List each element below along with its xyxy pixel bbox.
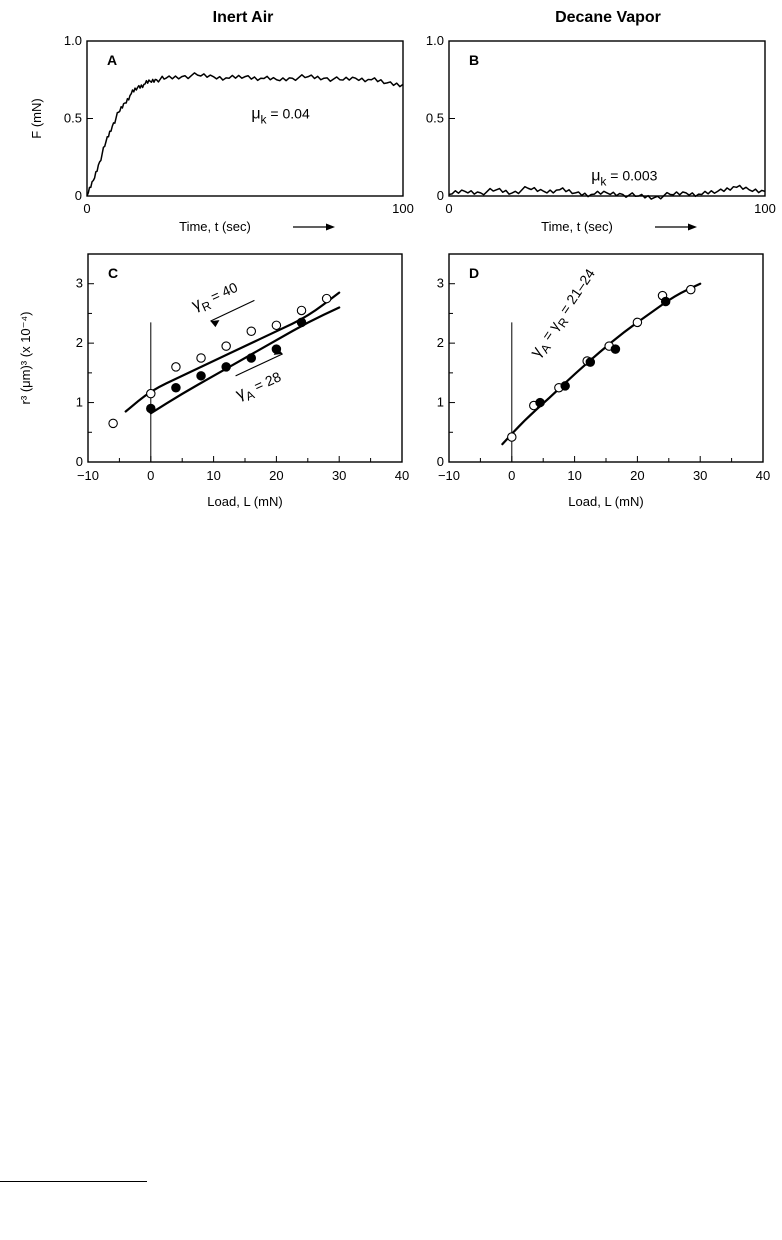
data-point-open: [271, 320, 282, 331]
y-tick-label: 0: [437, 188, 444, 203]
y-tick-label: 3: [437, 276, 444, 291]
data-point-filled: [296, 317, 307, 328]
data-point-filled: [560, 381, 570, 391]
data-point-filled: [221, 362, 231, 372]
footnote-rule: [0, 1181, 147, 1182]
x-tick-label: 30: [332, 468, 346, 483]
gamma-a-equals-gamma-r-annotation: γA = γR = 21–24: [527, 266, 602, 363]
y-tick-label: 1.0: [426, 33, 444, 48]
mu-subscript: k: [261, 113, 268, 127]
y-tick-label: 1: [437, 395, 444, 410]
y-axis-label: r³ (μm)³ (x 10⁻⁴): [18, 312, 33, 405]
fit-curve: [501, 282, 702, 446]
gamma-value: = 40: [205, 279, 241, 307]
x-tick-label: −10: [438, 468, 460, 483]
gamma-r-annotation: γR = 40: [189, 279, 242, 318]
x-axis-label: Time, t (sec): [541, 219, 613, 234]
y-tick-label: 3: [76, 276, 83, 291]
data-point-open: [146, 388, 156, 399]
data-point-open: [321, 293, 332, 304]
fit-curve: [124, 291, 341, 413]
data-point-filled: [585, 357, 596, 367]
data-point-filled: [535, 397, 545, 408]
x-tick-label: 0: [508, 468, 515, 483]
data-point-open: [171, 362, 181, 372]
gamma-value: = 28: [248, 368, 284, 396]
figure: Inert Air Decane Vapor A00.51.00 100Time,…: [18, 9, 776, 509]
x-tick-label: 40: [395, 468, 409, 483]
x-tick-label: 100: [754, 201, 776, 216]
y-tick-label: 2: [437, 335, 444, 350]
x-tick-label: 0: [445, 201, 452, 216]
approach-arrow-head: [273, 347, 283, 355]
gamma-value: = 21–24: [554, 266, 598, 321]
y-tick-label: 0.5: [64, 111, 82, 126]
panel-letter: D: [469, 265, 479, 281]
mu-value: = 0.04: [267, 106, 310, 122]
mu-k-annotation: μk = 0.003: [591, 168, 657, 189]
x-axis-label: Time, t (sec): [179, 219, 251, 234]
x-tick-label: 0: [83, 201, 90, 216]
mu-symbol: μ: [251, 106, 260, 123]
panel-letter: B: [469, 52, 479, 68]
gamma-a-annotation: γA = 28: [233, 368, 285, 407]
panel-a: A 0 0.5 1.0 0 100 Time, t (sec) F (mN) μk = 0.04: [29, 33, 414, 234]
column-title-inert-air: Inert Air: [213, 9, 274, 26]
data-point-open: [108, 418, 118, 429]
time-arrow-head: [688, 223, 697, 231]
y-tick-label: 0.5: [426, 111, 444, 126]
y-tick-label: 2: [76, 335, 83, 350]
mu-symbol: μ: [591, 168, 600, 185]
x-tick-label: 10: [567, 468, 581, 483]
data-point-filled: [171, 382, 181, 393]
time-arrow-head: [326, 223, 335, 231]
panel-letter: C: [108, 265, 118, 281]
y-tick-label: 0: [437, 454, 444, 469]
x-tick-label: −10: [77, 468, 99, 483]
x-tick-label: 20: [269, 468, 283, 483]
data-point-open: [296, 305, 307, 316]
data-point-open: [246, 326, 257, 337]
y-tick-label: 1: [76, 395, 83, 410]
y-tick-label: 0: [76, 454, 83, 469]
x-tick-label: 30: [693, 468, 707, 483]
data-point-open: [507, 432, 517, 442]
data-point-open: [686, 284, 696, 295]
data-point-filled: [146, 403, 156, 414]
x-axis-label: Load, L (mN): [568, 494, 643, 509]
mu-value: = 0.003: [606, 168, 657, 184]
column-title-decane-vapor: Decane Vapor: [555, 9, 661, 26]
data-point-filled: [246, 353, 257, 363]
data-point-open: [196, 353, 206, 363]
plot-frame: [448, 253, 764, 463]
plot-frame: [86, 40, 404, 197]
mu-subscript: k: [600, 175, 607, 189]
friction-trace-line: [86, 72, 404, 197]
x-tick-label: 0: [147, 468, 154, 483]
y-tick-label: 1.0: [64, 33, 82, 48]
x-tick-label: 10: [206, 468, 220, 483]
y-axis-label: F (mN): [29, 98, 44, 138]
data-point-filled: [610, 344, 621, 354]
mu-k-annotation: μk = 0.04: [251, 106, 310, 127]
approach-arrow-shaft: [235, 353, 283, 377]
x-tick-label: 20: [630, 468, 644, 483]
data-point-filled: [660, 296, 671, 307]
retraction-arrow-head: [210, 320, 220, 328]
panel-letter: A: [107, 52, 117, 68]
x-tick-label: 40: [756, 468, 770, 483]
friction-trace-line: [448, 184, 766, 200]
data-point-open: [632, 317, 643, 328]
y-tick-label: 0: [75, 188, 82, 203]
data-point-open: [221, 341, 231, 351]
data-point-filled: [196, 371, 206, 381]
panel-b: B 0 0.5 1.0 0 100 Time, t (sec) μk = 0.003: [426, 33, 776, 234]
x-axis-label: Load, L (mN): [207, 494, 282, 509]
x-tick-label: 100: [392, 201, 414, 216]
retraction-arrow-shaft: [210, 299, 255, 322]
